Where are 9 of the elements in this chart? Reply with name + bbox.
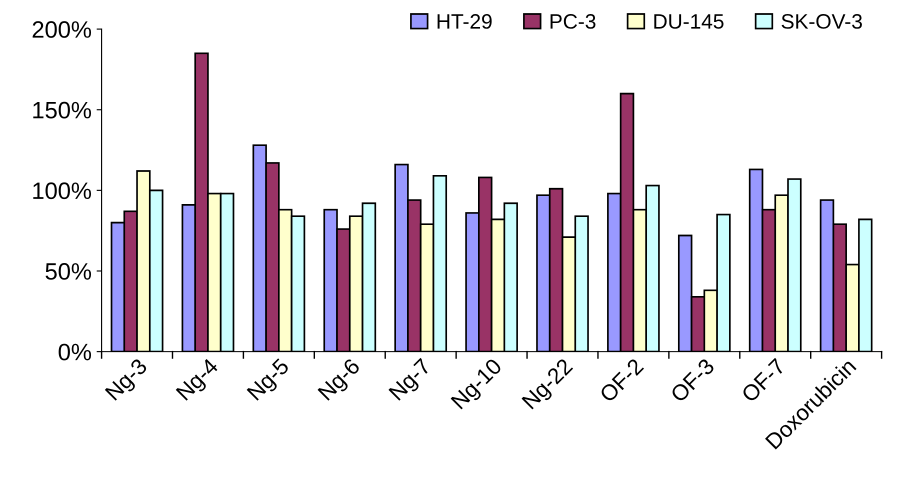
- legend-label: DU-145: [654, 14, 724, 29]
- legend-label: SK-OV-3: [782, 14, 862, 29]
- y-tick-label: 0%: [58, 344, 92, 360]
- y-tick-label: 150%: [33, 102, 92, 119]
- y-tick-label: 50%: [46, 263, 92, 280]
- legend-label: PC-3: [550, 14, 596, 29]
- y-tick-label: 100%: [33, 182, 92, 200]
- legend-label: HT-29: [438, 14, 492, 29]
- y-tick-label: 200%: [32, 21, 92, 38]
